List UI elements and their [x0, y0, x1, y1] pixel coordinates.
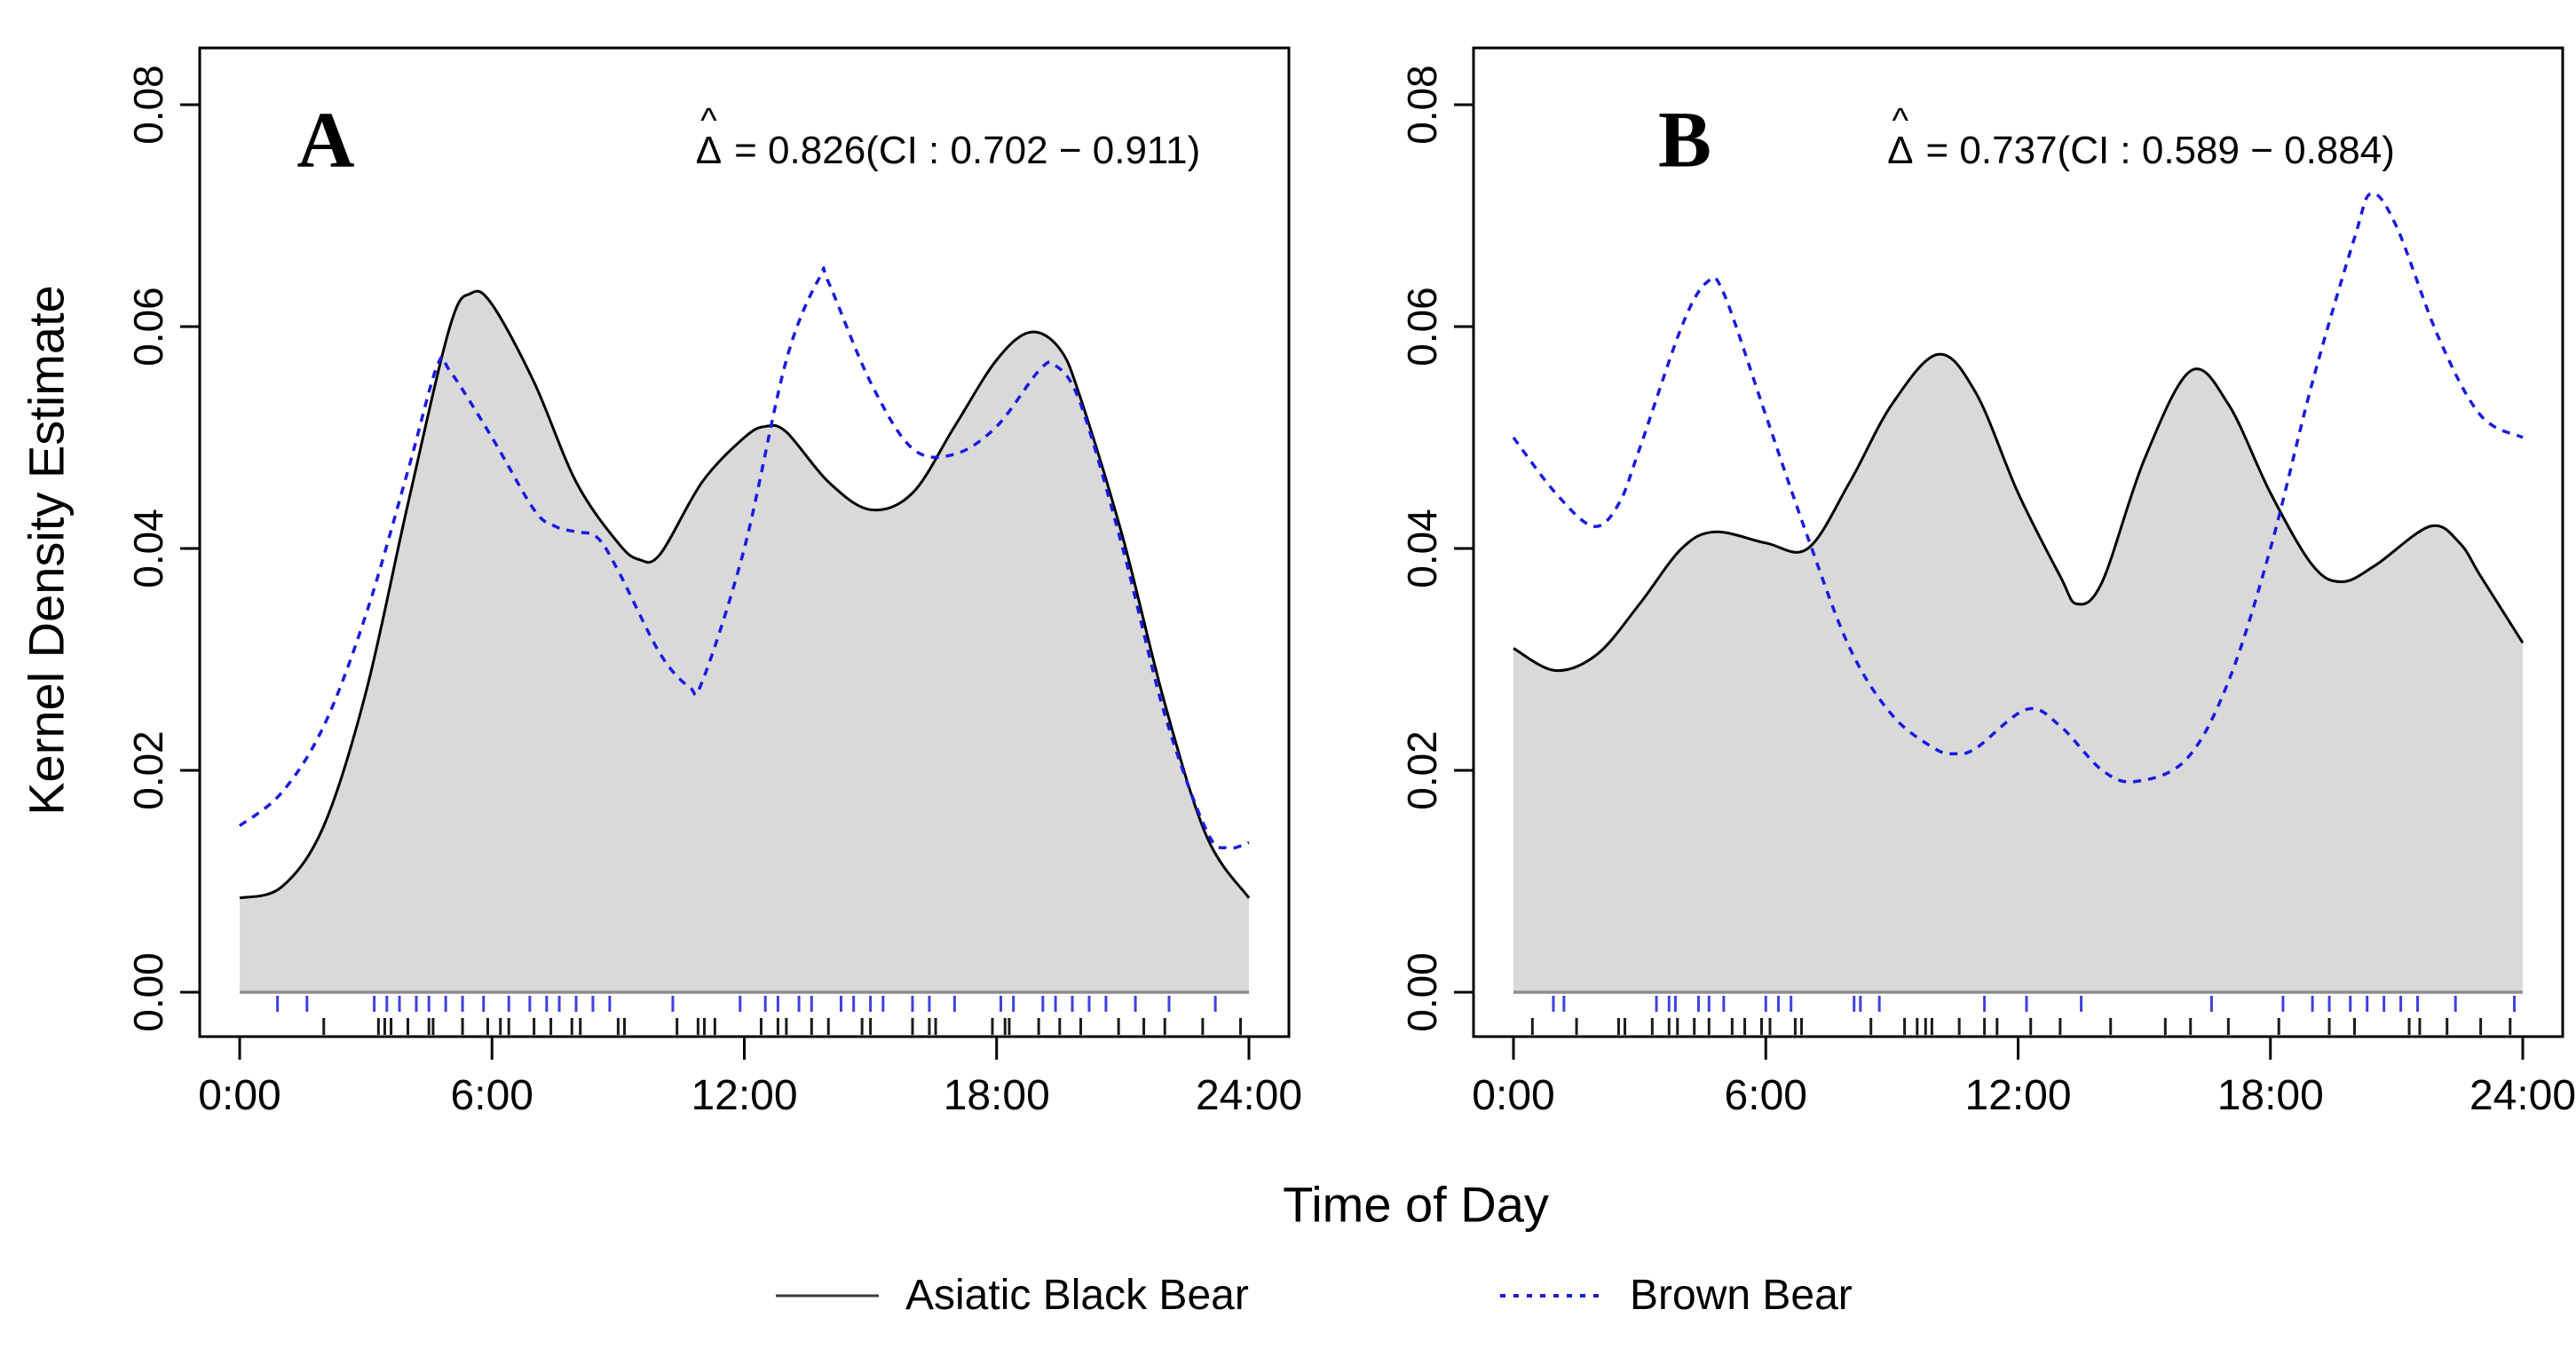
x-tick-label: 6:00 — [451, 1072, 533, 1119]
rug-brown-bear — [1552, 996, 2517, 1012]
x-tick-label: 12:00 — [691, 1072, 797, 1119]
rug-asiatic-black-bear — [322, 1018, 1243, 1035]
y-tick-label: 0.00 — [125, 952, 171, 1032]
y-tick-label: 0.02 — [125, 730, 171, 810]
hat-icon: ^ — [1892, 100, 1909, 140]
x-tick-label: 12:00 — [1964, 1072, 2071, 1119]
x-tick-label: 18:00 — [2217, 1072, 2324, 1119]
x-tick-label: 18:00 — [944, 1072, 1050, 1119]
rug-brown-bear — [276, 996, 1217, 1012]
panel-a: 0.00 0.02 0.04 0.06 0.08 0:00 6:00 12:00 18:00 24… — [125, 46, 1302, 1119]
x-tick-label: 24:00 — [2469, 1072, 2576, 1119]
overlap-value-text: = 0.826(CI : 0.702 − 0.911) — [734, 129, 1201, 172]
legend-label: Asiatic Black Bear — [905, 1272, 1249, 1319]
density-curve-brown-bear — [238, 266, 1250, 850]
x-axis-title: Time of Day — [1283, 1176, 1549, 1233]
x-tick-label: 24:00 — [1196, 1072, 1302, 1119]
panel-label-a: A — [296, 96, 355, 185]
y-tick-label: 0.00 — [1399, 952, 1445, 1032]
y-tick-label: 0.08 — [125, 65, 171, 145]
x-tick-label: 0:00 — [198, 1072, 281, 1119]
hat-icon: ^ — [700, 100, 717, 140]
dashed-line-icon — [1500, 1293, 1603, 1298]
x-tick-label: 0:00 — [1472, 1072, 1554, 1119]
y-tick-label: 0.04 — [125, 509, 171, 588]
density-fill-asiatic-black-bear — [1513, 354, 2523, 992]
overlap-value-text: = 0.737(CI : 0.589 − 0.884) — [1925, 129, 2395, 172]
y-axis-title: Kernel Density Estimate — [18, 285, 75, 816]
panel-label-b: B — [1657, 96, 1712, 185]
delta-symbol: Δ — [1887, 129, 1914, 172]
y-tick-label: 0.04 — [1399, 509, 1445, 588]
density-curve-asiatic-black-bear — [239, 289, 1251, 900]
legend-item-asiatic-black-bear: Asiatic Black Bear — [774, 1271, 1249, 1320]
delta-symbol: Δ — [695, 129, 723, 172]
y-tick-label: 0.08 — [1399, 65, 1445, 145]
density-curve-asiatic-black-bear — [1513, 352, 2525, 673]
solid-line-icon — [776, 1294, 879, 1297]
y-tick-label: 0.06 — [125, 287, 171, 367]
overlap-annotation-b: ^ Δ = 0.737(CI : 0.589 − 0.884) — [1887, 103, 2395, 173]
density-fill-asiatic-black-bear — [240, 291, 1249, 992]
legend-label: Brown Bear — [1630, 1272, 1853, 1319]
legend-item-brown-bear: Brown Bear — [1498, 1271, 1853, 1320]
y-tick-label: 0.02 — [1399, 730, 1445, 810]
panel-b: 0.00 0.02 0.04 0.06 0.08 0:00 6:00 12:00 18:00 24… — [1399, 46, 2576, 1119]
y-tick-label: 0.06 — [1399, 287, 1445, 367]
delta-hat-symbol: ^ Δ — [1887, 103, 1914, 173]
overlap-annotation-a: ^ Δ = 0.826(CI : 0.702 − 0.911) — [695, 103, 1201, 173]
rug-asiatic-black-bear — [1530, 1018, 2512, 1035]
delta-hat-symbol: ^ Δ — [695, 103, 723, 173]
x-tick-label: 6:00 — [1725, 1072, 1807, 1119]
